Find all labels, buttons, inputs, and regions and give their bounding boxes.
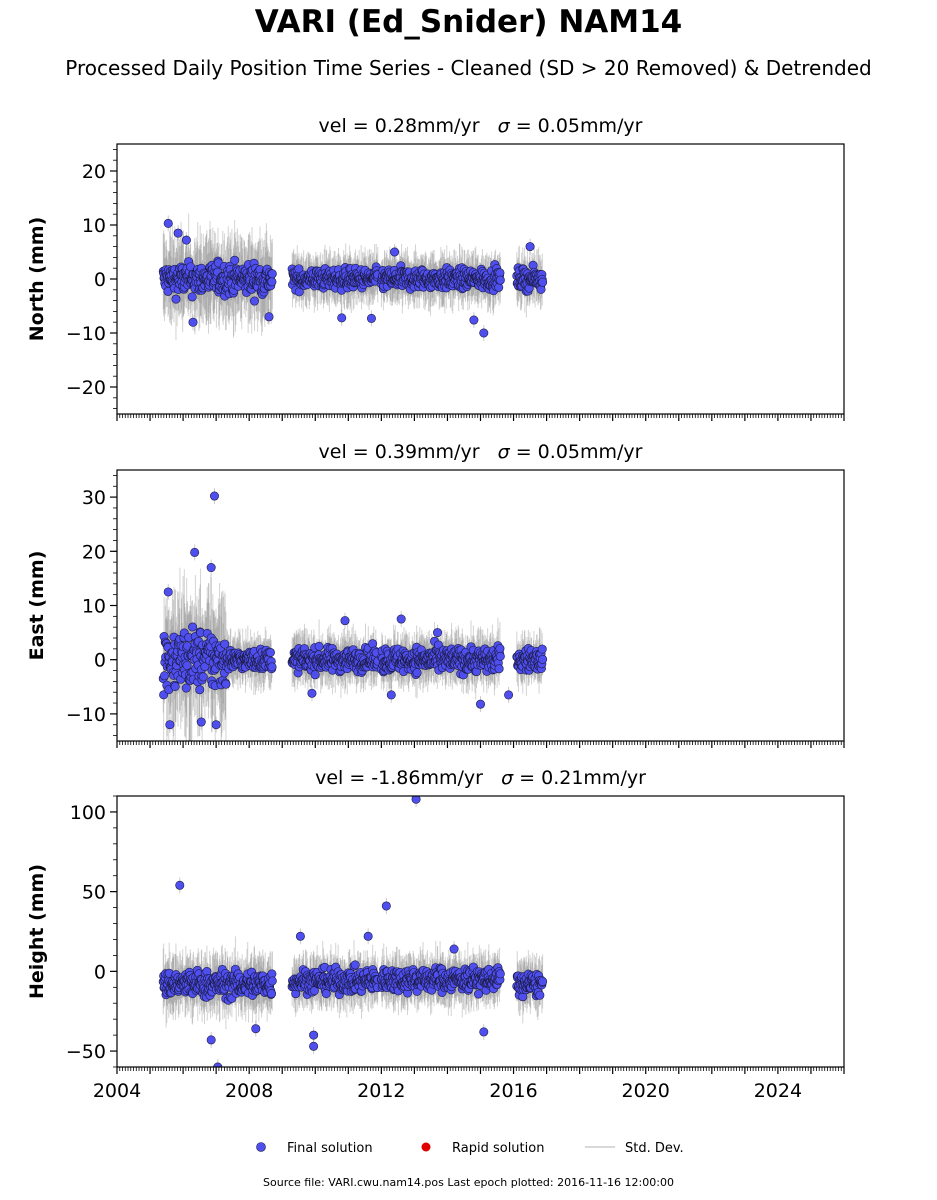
final-points — [158, 491, 548, 730]
final-solution-point — [495, 651, 505, 661]
final-solution-point — [198, 672, 208, 682]
y-tick-label: 30 — [82, 487, 106, 509]
height-panel: vel = -1.86mm/yr σ = 0.21mm/yr−500501002… — [26, 767, 845, 1102]
panel-title: vel = -1.86mm/yr σ = 0.21mm/yr — [315, 767, 646, 789]
y-tick-label: −10 — [66, 323, 106, 345]
y-tick-label: 10 — [82, 215, 106, 237]
panel-title-sigma: σ — [501, 767, 514, 789]
final-solution-point — [307, 688, 317, 698]
data-marks — [158, 796, 548, 1067]
y-tick-label: 0 — [94, 650, 106, 672]
final-solution-point — [188, 317, 198, 327]
final-solution-point — [494, 664, 504, 674]
final-solution-point — [163, 218, 173, 228]
final-solution-point — [170, 681, 180, 691]
final-solution-point — [469, 315, 479, 325]
panel-title-sigma: σ — [498, 115, 511, 137]
panel-title-vel: vel = 0.39mm/yr — [319, 441, 480, 463]
final-solution-point — [390, 247, 400, 257]
panel-title-gap — [480, 441, 498, 463]
data-marks — [158, 488, 548, 741]
y-tick-label: 20 — [82, 541, 106, 563]
final-solution-point — [267, 277, 277, 287]
final-solution-point — [495, 275, 505, 285]
final-solution-point — [267, 269, 277, 279]
final-solution-point — [182, 660, 192, 670]
final-solution-point — [171, 294, 181, 304]
final-solution-point — [190, 547, 200, 557]
final-solution-point — [525, 242, 535, 252]
final-solution-point — [314, 641, 324, 651]
final-solution-point — [221, 679, 231, 689]
final-solution-point — [537, 644, 547, 654]
final-solution-point — [504, 690, 514, 700]
panel-title-gap — [483, 767, 501, 789]
final-solution-point — [181, 683, 191, 693]
panel-title-vel: vel = -1.86mm/yr — [315, 767, 483, 789]
y-tick-label: 10 — [82, 596, 106, 618]
panel-title-sigma-value: = 0.21mm/yr — [513, 767, 646, 789]
y-tick-label: 20 — [82, 161, 106, 183]
data-marks — [158, 213, 548, 341]
error-bars — [162, 488, 544, 741]
panel-title: vel = 0.39mm/yr σ = 0.05mm/yr — [319, 441, 643, 463]
panel-title-gap — [480, 115, 498, 137]
y-axis-title: North (mm) — [26, 217, 48, 342]
north-panel: vel = 0.28mm/yr σ = 0.05mm/yr −20 −10 0 10 20… — [26, 115, 845, 421]
y-tick-label: −20 — [66, 377, 106, 399]
final-solution-point — [220, 639, 230, 649]
final-solution-point — [366, 313, 376, 323]
final-solution-point — [538, 654, 548, 664]
page-subtitle: Processed Daily Position Time Series - C… — [65, 56, 872, 80]
y-axis-title: East (mm) — [26, 551, 48, 661]
final-solution-point — [188, 622, 198, 632]
final-solution-point — [163, 587, 173, 597]
final-solution-point — [230, 255, 240, 265]
panel-title-vel: vel = 0.28mm/yr — [319, 115, 480, 137]
page-title: VARI (Ed_Snider) NAM14 — [254, 4, 683, 40]
final-solution-point — [396, 614, 406, 624]
final-solution-point — [249, 296, 259, 306]
final-solution-point — [211, 720, 221, 730]
panel-title-sigma-value: = 0.05mm/yr — [510, 115, 643, 137]
final-solution-point — [386, 690, 396, 700]
final-solution-point — [165, 720, 175, 730]
panel-title-sigma: σ — [498, 441, 511, 463]
final-solution-point — [310, 670, 320, 680]
final-solution-point — [475, 699, 485, 709]
final-solution-point — [267, 662, 277, 672]
east-panel: vel = 0.39mm/yr σ = 0.05mm/yr −10 0 10 20 30 E… — [26, 441, 845, 748]
final-solution-point — [173, 228, 183, 238]
panel-title-sigma-value: = 0.05mm/yr — [510, 441, 643, 463]
final-solution-point — [265, 647, 275, 657]
panel-title: vel = 0.28mm/yr σ = 0.05mm/yr — [319, 115, 643, 137]
final-solution-point — [479, 328, 489, 338]
final-solution-point — [195, 685, 205, 695]
final-solution-point — [433, 628, 443, 638]
final-solution-point — [340, 616, 350, 626]
final-solution-point — [206, 563, 216, 573]
final-solution-point — [209, 491, 219, 501]
y-tick-label: 0 — [94, 269, 106, 291]
y-tick-label: −10 — [66, 704, 106, 726]
final-solution-point — [495, 644, 505, 654]
final-solution-point — [264, 312, 274, 322]
final-solution-point — [196, 717, 206, 727]
final-solution-point — [181, 235, 191, 245]
final-points — [158, 218, 548, 338]
final-solution-point — [494, 282, 504, 292]
final-solution-point — [337, 313, 347, 323]
final-solution-point — [538, 277, 548, 287]
final-solution-point — [159, 671, 169, 681]
final-solution-point — [187, 292, 197, 302]
final-solution-point — [412, 668, 422, 678]
